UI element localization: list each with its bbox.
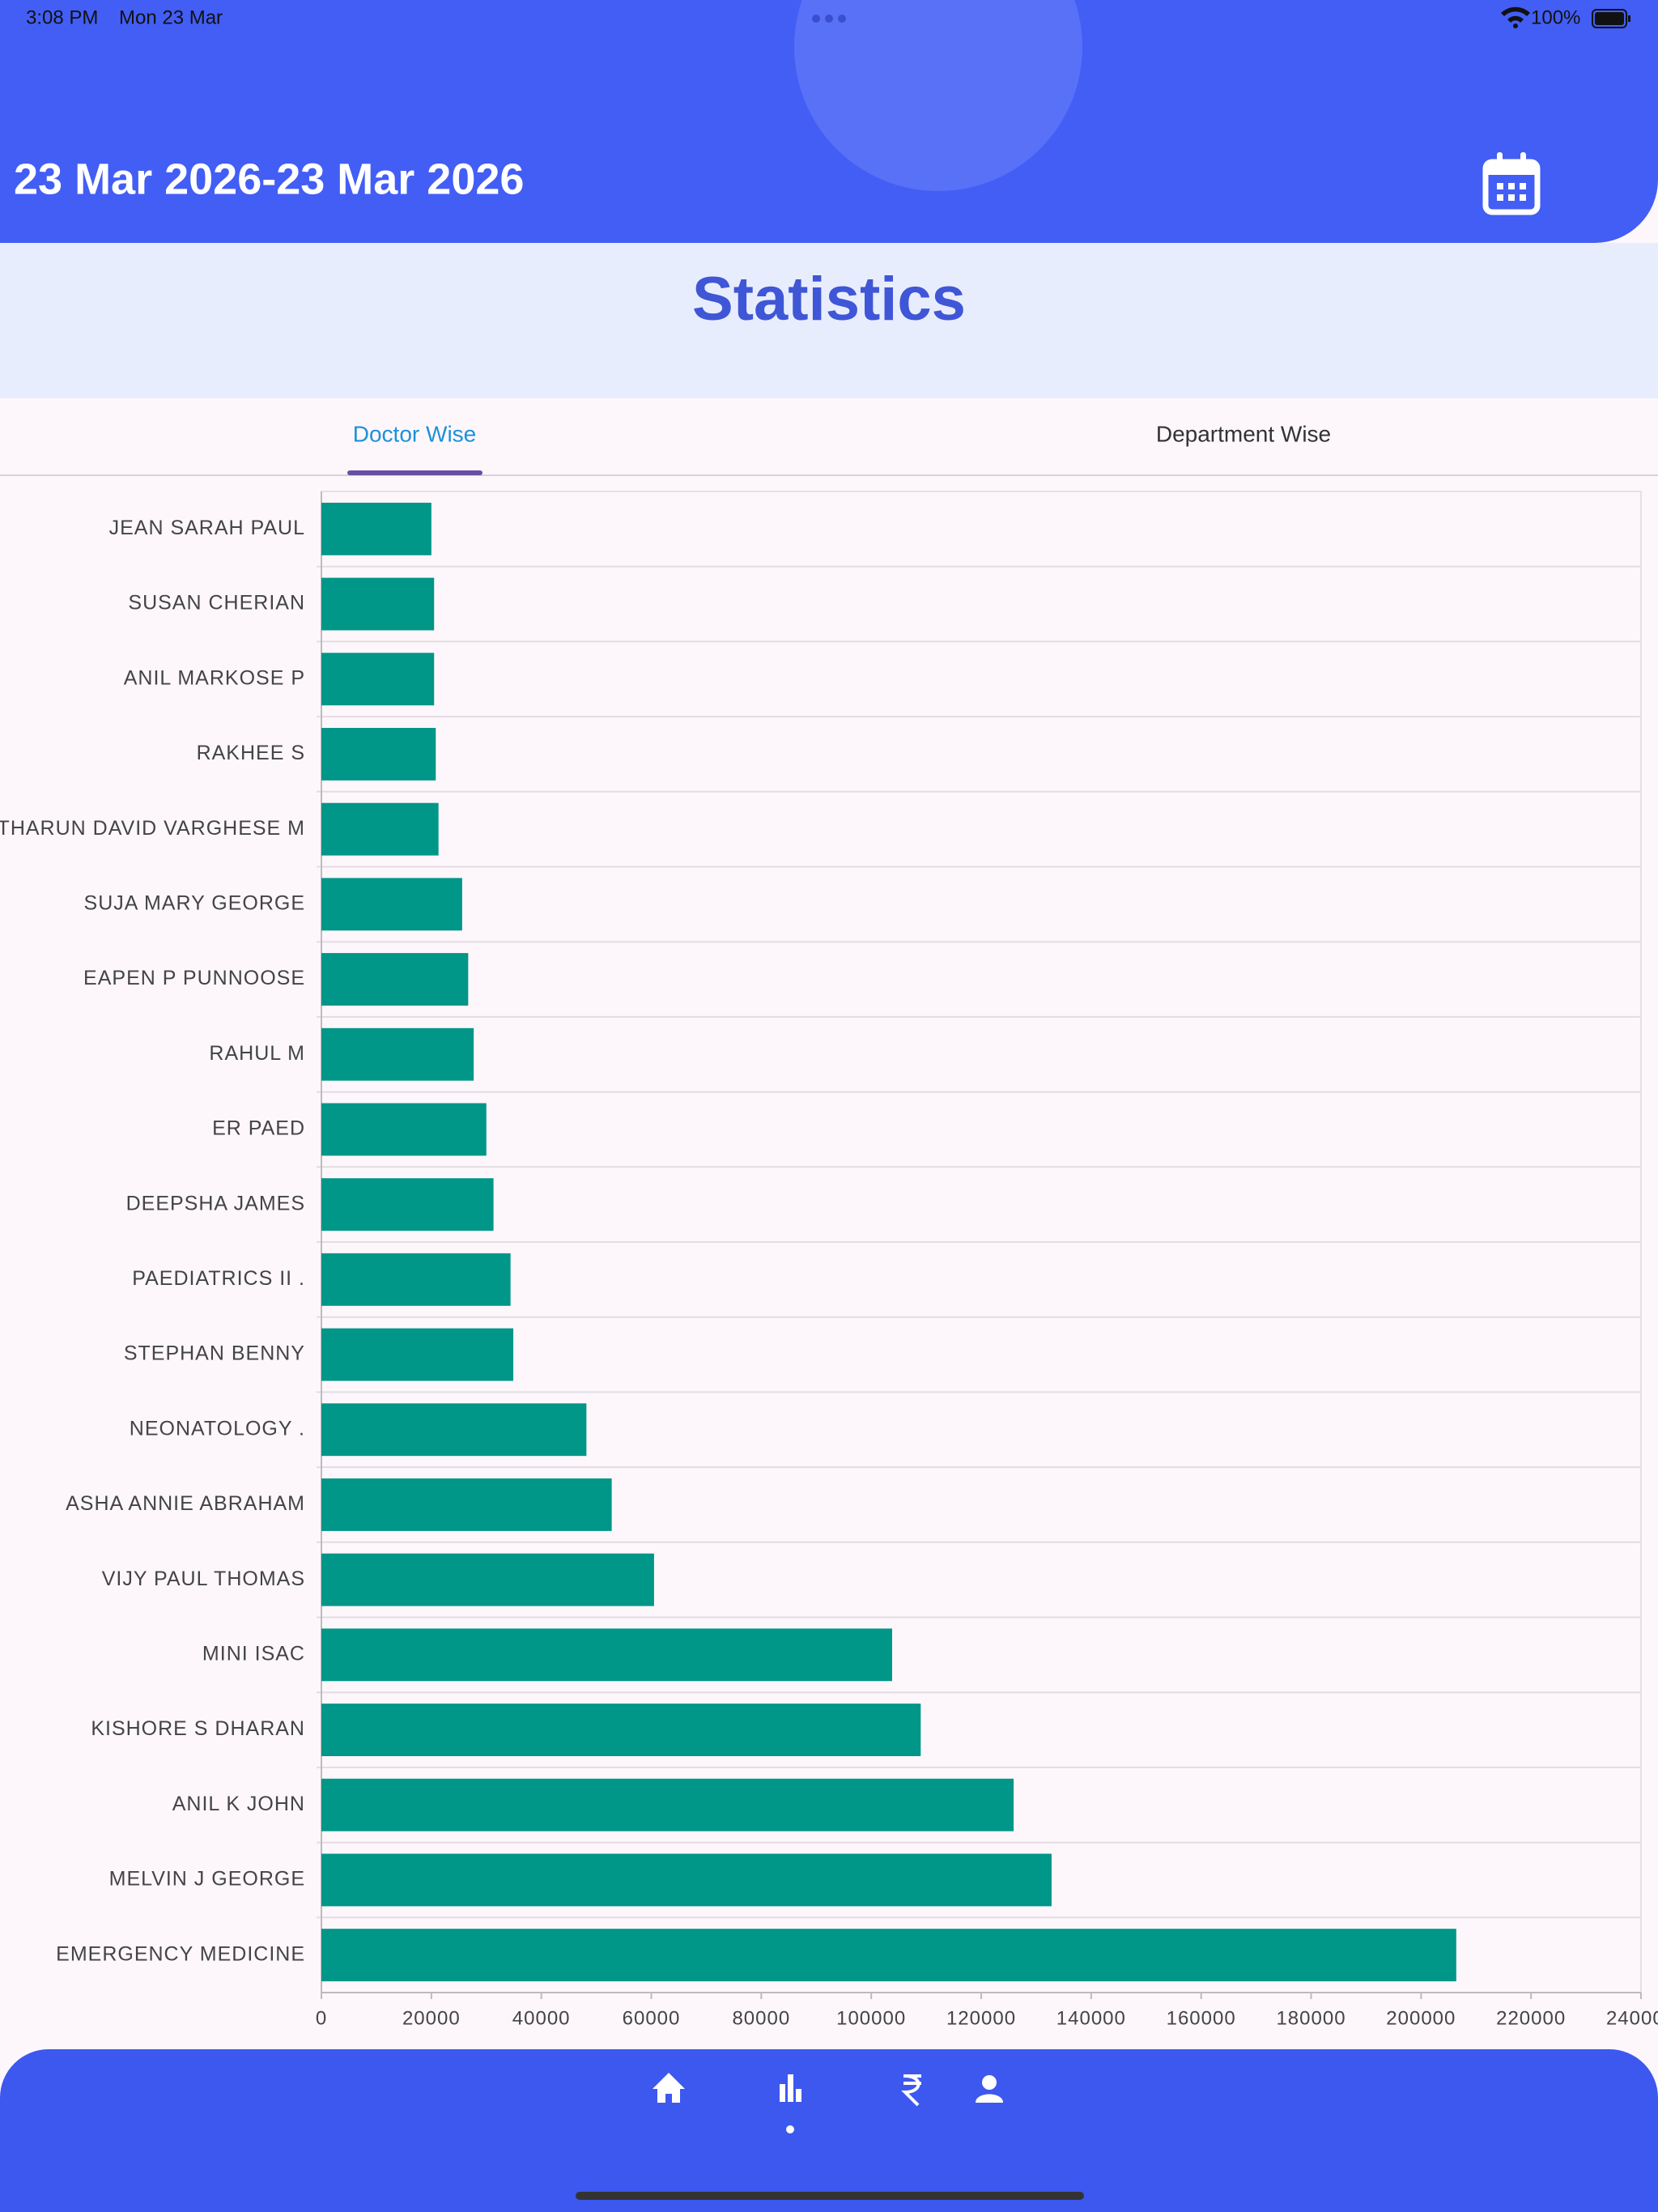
- calendar-button[interactable]: [1482, 152, 1541, 215]
- y-tick-label: KISHORE S DHARAN: [91, 1717, 305, 1740]
- y-tick-label: RAHUL M: [209, 1042, 305, 1065]
- y-tick-label: DEEPSHA JAMES: [126, 1192, 305, 1214]
- bar: [321, 653, 435, 706]
- tab[interactable]: Department Wise: [1156, 421, 1331, 446]
- stats-button[interactable]: [780, 2074, 801, 2102]
- bar: [321, 1253, 511, 1306]
- tab-divider: [0, 474, 1658, 476]
- header-decoration: [794, 0, 1082, 191]
- y-tick-label: RAKHEE S: [197, 742, 305, 764]
- bar: [321, 502, 432, 555]
- date-range: 23 Mar 2026-23 Mar 2026: [14, 155, 524, 203]
- bar: [321, 1478, 612, 1531]
- bar: [321, 802, 439, 856]
- home-indicator: [576, 2192, 1084, 2200]
- bar: [321, 953, 469, 1006]
- y-tick-label: EAPEN P PUNNOOSE: [83, 967, 305, 989]
- x-tick-label: 100000: [836, 2007, 906, 2029]
- y-tick-label: ASHA ANNIE ABRAHAM: [66, 1492, 305, 1515]
- x-tick-label: 220000: [1496, 2007, 1566, 2029]
- x-tick-label: 160000: [1167, 2007, 1236, 2029]
- tab[interactable]: Doctor Wise: [353, 421, 476, 446]
- bar: [321, 1778, 1014, 1831]
- bar: [321, 1704, 921, 1756]
- header-bg: [0, 0, 1658, 243]
- y-tick-label: STEPHAN BENNY: [124, 1342, 305, 1365]
- bar: [321, 728, 436, 781]
- battery-icon: [1592, 9, 1630, 28]
- x-tick-label: 20000: [402, 2007, 461, 2029]
- status-date: Mon 23 Mar: [119, 6, 223, 28]
- x-tick-label: 140000: [1056, 2007, 1126, 2029]
- bar: [321, 1553, 654, 1606]
- page-title: Statistics: [692, 265, 966, 334]
- y-tick-label: ER PAED: [212, 1117, 305, 1140]
- y-tick-label: SUSAN CHERIAN: [128, 592, 305, 615]
- y-tick-label: MELVIN J GEORGE: [109, 1868, 305, 1891]
- y-tick-label: ANIL MARKOSE P: [124, 666, 305, 689]
- bar: [321, 577, 435, 631]
- bar: [321, 1328, 514, 1381]
- payments-button[interactable]: [901, 2074, 921, 2107]
- bar: [321, 1853, 1052, 1907]
- tab-indicator: [347, 470, 483, 475]
- profile-button[interactable]: [976, 2075, 1003, 2103]
- title-band: [0, 243, 1658, 398]
- bar: [321, 1628, 892, 1682]
- wifi-icon: [1501, 6, 1530, 28]
- chart: 0 20000 40000 60000 80000 100000 120000 140000 1…: [0, 491, 1658, 2029]
- x-tick-label: 200000: [1386, 2007, 1456, 2029]
- y-tick-label: JEAN SARAH PAUL: [109, 517, 305, 539]
- bar: [321, 1027, 474, 1081]
- x-tick-label: 60000: [623, 2007, 681, 2029]
- x-tick-label: 180000: [1276, 2007, 1346, 2029]
- bottom-nav: [0, 2049, 1658, 2212]
- status-battery: 100%: [1531, 6, 1580, 28]
- bar: [321, 1178, 494, 1231]
- bar: [321, 1103, 487, 1156]
- x-tick-label: 120000: [946, 2007, 1016, 2029]
- status-time: 3:08 PM: [26, 6, 98, 28]
- active-indicator: [786, 2125, 794, 2133]
- multitask-dots: [812, 15, 846, 23]
- bar: [321, 1929, 1456, 1982]
- tab-bar: [0, 398, 1658, 475]
- x-tick-label: 80000: [732, 2007, 790, 2029]
- x-tick-label: 0: [316, 2007, 327, 2029]
- x-tick-label: 240000: [1606, 2007, 1658, 2029]
- y-tick-label: MINI ISAC: [202, 1642, 305, 1665]
- y-tick-label: THARUN DAVID VARGHESE M: [0, 817, 305, 840]
- x-tick-label: 40000: [512, 2007, 571, 2029]
- y-tick-label: NEONATOLOGY .: [130, 1417, 305, 1440]
- y-tick-label: VIJY PAUL THOMAS: [102, 1568, 305, 1590]
- y-tick-label: SUJA MARY GEORGE: [84, 891, 305, 914]
- y-tick-label: PAEDIATRICS II .: [132, 1267, 305, 1290]
- bar: [321, 1403, 587, 1457]
- y-tick-label: EMERGENCY MEDICINE: [56, 1942, 305, 1965]
- home-button[interactable]: [653, 2073, 685, 2103]
- y-tick-label: ANIL K JOHN: [172, 1793, 305, 1815]
- bar: [321, 878, 462, 931]
